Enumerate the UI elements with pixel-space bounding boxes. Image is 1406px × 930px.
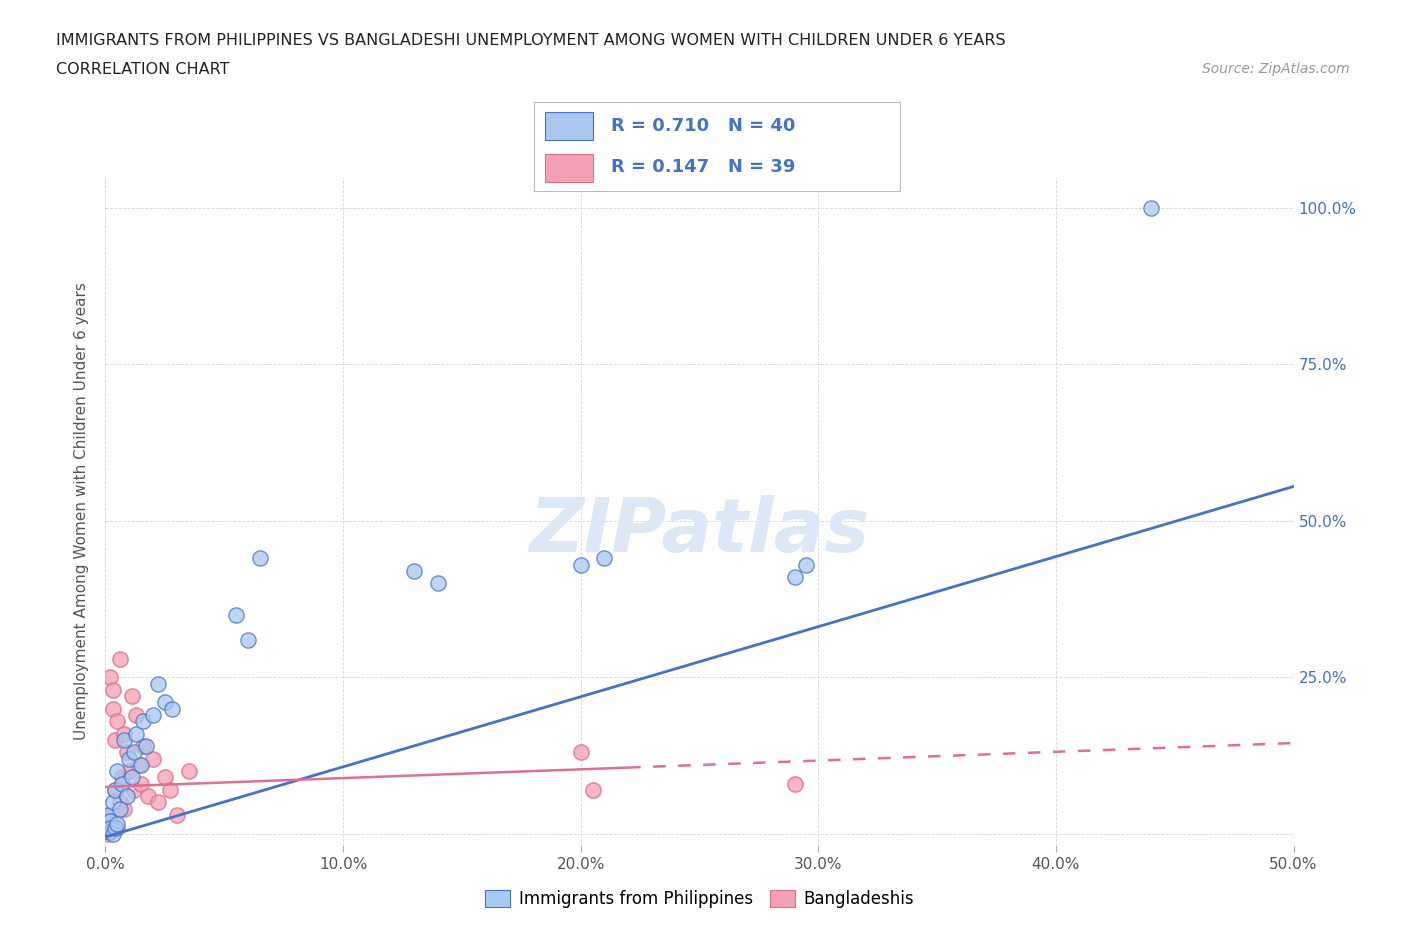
Point bbox=[153, 770, 176, 785]
Point bbox=[783, 777, 806, 791]
Point bbox=[236, 632, 259, 647]
Point bbox=[569, 557, 592, 572]
Text: CORRELATION CHART: CORRELATION CHART bbox=[56, 62, 229, 77]
Text: R = 0.147   N = 39: R = 0.147 N = 39 bbox=[612, 158, 796, 176]
Point bbox=[114, 733, 136, 748]
Point bbox=[101, 827, 124, 842]
Point bbox=[97, 820, 120, 835]
Point bbox=[101, 795, 124, 810]
Point bbox=[122, 782, 145, 797]
Point bbox=[108, 795, 131, 810]
Point bbox=[104, 782, 127, 797]
Point bbox=[94, 823, 117, 838]
Point bbox=[135, 738, 157, 753]
Point bbox=[108, 802, 131, 817]
Point bbox=[114, 726, 136, 741]
Text: R = 0.710   N = 40: R = 0.710 N = 40 bbox=[612, 117, 796, 135]
Point bbox=[593, 551, 616, 565]
Point bbox=[101, 820, 124, 835]
Point bbox=[101, 701, 124, 716]
Point bbox=[146, 795, 169, 810]
Point bbox=[427, 576, 450, 591]
Point bbox=[404, 564, 426, 578]
Point bbox=[159, 782, 181, 797]
Point bbox=[121, 689, 143, 704]
Point bbox=[142, 751, 165, 766]
Legend: Immigrants from Philippines, Bangladeshis: Immigrants from Philippines, Bangladeshi… bbox=[479, 884, 920, 915]
Point bbox=[118, 751, 141, 766]
Point bbox=[569, 745, 592, 760]
Point bbox=[94, 814, 117, 829]
Point bbox=[132, 713, 155, 728]
Point bbox=[142, 708, 165, 723]
Point bbox=[166, 807, 188, 822]
Point bbox=[111, 777, 134, 791]
Point bbox=[104, 782, 127, 797]
Point bbox=[105, 764, 128, 778]
Point bbox=[132, 738, 155, 753]
Point bbox=[122, 745, 145, 760]
Point bbox=[98, 820, 121, 835]
Point bbox=[114, 802, 136, 817]
Point bbox=[101, 683, 124, 698]
Point bbox=[129, 777, 152, 791]
Point bbox=[225, 607, 247, 622]
Point bbox=[146, 676, 169, 691]
Point bbox=[111, 770, 134, 785]
Point bbox=[160, 701, 183, 716]
Point bbox=[98, 823, 121, 838]
Point bbox=[94, 823, 117, 838]
Point bbox=[105, 820, 128, 835]
Point bbox=[97, 807, 120, 822]
Point bbox=[98, 823, 121, 838]
Bar bbox=[546, 112, 593, 140]
Point bbox=[104, 733, 127, 748]
Point bbox=[98, 814, 121, 829]
Y-axis label: Unemployment Among Women with Children Under 6 years: Unemployment Among Women with Children U… bbox=[75, 283, 90, 740]
Point bbox=[136, 789, 159, 804]
Point bbox=[94, 820, 117, 835]
Point bbox=[128, 758, 150, 773]
Bar bbox=[546, 153, 593, 182]
Point bbox=[121, 770, 143, 785]
Point bbox=[118, 764, 141, 778]
Point bbox=[97, 817, 120, 831]
Point bbox=[98, 670, 121, 684]
Text: Source: ZipAtlas.com: Source: ZipAtlas.com bbox=[1202, 62, 1350, 76]
Text: IMMIGRANTS FROM PHILIPPINES VS BANGLADESHI UNEMPLOYMENT AMONG WOMEN WITH CHILDRE: IMMIGRANTS FROM PHILIPPINES VS BANGLADES… bbox=[56, 33, 1005, 47]
Point bbox=[153, 695, 176, 710]
Point bbox=[115, 745, 138, 760]
Point bbox=[105, 713, 128, 728]
Point bbox=[177, 764, 200, 778]
Point bbox=[105, 817, 128, 831]
Point bbox=[249, 551, 271, 565]
Point bbox=[125, 726, 148, 741]
Point bbox=[97, 817, 120, 831]
Point bbox=[104, 820, 127, 835]
Point bbox=[1140, 201, 1163, 216]
Point bbox=[97, 807, 120, 822]
Point bbox=[796, 557, 818, 572]
Point bbox=[581, 782, 603, 797]
Point bbox=[94, 814, 117, 829]
Point bbox=[97, 827, 120, 842]
Point bbox=[94, 820, 117, 835]
Point bbox=[108, 651, 131, 666]
Point bbox=[98, 814, 121, 829]
Point bbox=[129, 758, 152, 773]
Point bbox=[125, 708, 148, 723]
Point bbox=[783, 570, 806, 585]
Text: ZIPatlas: ZIPatlas bbox=[530, 495, 869, 568]
Point bbox=[115, 789, 138, 804]
